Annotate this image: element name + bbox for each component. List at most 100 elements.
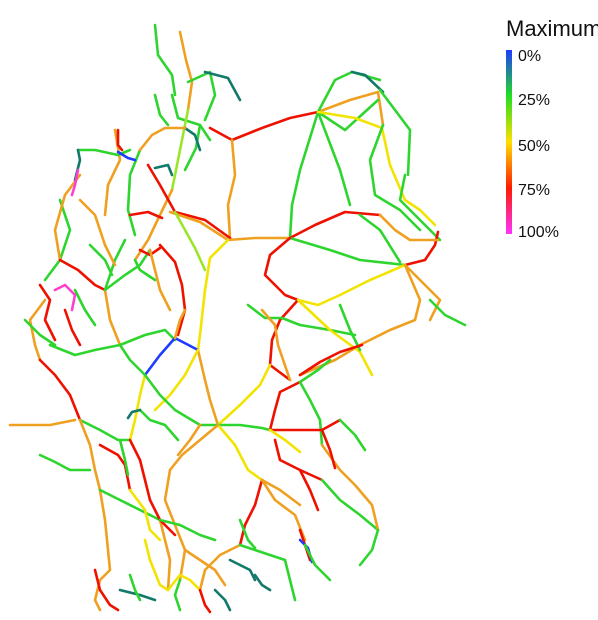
- network-edge: [168, 423, 220, 472]
- network-edge: [273, 438, 324, 482]
- network-edge: [288, 210, 382, 240]
- network-edge: [176, 423, 202, 457]
- network-edge: [116, 150, 137, 162]
- network-edge: [338, 303, 362, 352]
- network-edge: [350, 70, 385, 94]
- network-edge: [103, 238, 127, 292]
- network-edge: [298, 263, 422, 377]
- network-edge: [283, 558, 297, 602]
- network-edge: [128, 373, 147, 442]
- network-edge: [186, 70, 217, 122]
- network-edge: [38, 453, 92, 472]
- network-edge: [158, 518, 217, 542]
- network-edge: [378, 88, 412, 177]
- network-edge: [316, 110, 352, 207]
- network-edge: [196, 238, 230, 352]
- network-edge: [153, 23, 177, 97]
- network-edges: [8, 23, 467, 614]
- network-edge: [403, 198, 437, 227]
- network-edge: [216, 423, 272, 432]
- network-edge: [298, 343, 364, 377]
- network-edge: [116, 128, 124, 152]
- network-edge: [138, 126, 187, 152]
- network-edge: [48, 343, 122, 357]
- network-edge: [428, 298, 467, 327]
- network-edge: [170, 93, 212, 142]
- network-edge: [173, 308, 187, 340]
- network-edge: [28, 298, 47, 362]
- network-edge: [98, 488, 162, 522]
- network-edge: [298, 358, 332, 384]
- network-edge: [268, 380, 302, 432]
- network-edge: [103, 288, 122, 347]
- legend-tick-0: 0%: [518, 48, 542, 65]
- network-edge: [143, 538, 170, 592]
- network-edge: [93, 568, 120, 612]
- legend-tick-50: 50%: [518, 138, 551, 155]
- network-edge: [146, 163, 232, 240]
- network-edge: [338, 418, 367, 452]
- network-edge: [358, 213, 402, 264]
- network-edge: [153, 163, 174, 177]
- network-edge: [403, 263, 442, 322]
- network-edge: [93, 568, 112, 612]
- network-edge: [238, 543, 287, 562]
- network-edge: [183, 548, 227, 587]
- network-edge: [23, 318, 57, 347]
- network-edge: [126, 408, 142, 420]
- network-edge: [288, 110, 320, 240]
- network-edge: [320, 478, 380, 532]
- network-edge: [268, 418, 342, 432]
- network-edge: [153, 93, 170, 127]
- network-edge: [296, 263, 407, 307]
- network-edge: [98, 443, 132, 492]
- network-edge: [98, 488, 112, 572]
- legend-colorbar: [506, 50, 512, 234]
- legend-tick-75: 75%: [518, 182, 551, 199]
- network-edge: [128, 438, 152, 502]
- network-edge: [138, 408, 180, 442]
- legend-tick-25: 25%: [518, 92, 551, 109]
- network-edge: [216, 363, 272, 427]
- network-edge: [78, 198, 117, 267]
- network-edge: [198, 543, 242, 592]
- network-edge: [398, 173, 442, 242]
- network-edge: [368, 123, 422, 232]
- network-edge: [178, 30, 194, 112]
- network-edge: [153, 348, 200, 412]
- network-edge: [198, 588, 212, 614]
- network-edge: [253, 573, 272, 592]
- network-edge: [226, 138, 237, 240]
- network-edge: [128, 573, 142, 602]
- network-edge: [213, 588, 232, 612]
- network-edge: [53, 283, 77, 312]
- network-edge: [118, 588, 157, 602]
- network-edge: [203, 70, 242, 102]
- network-edge: [166, 573, 202, 592]
- network-edge: [158, 518, 172, 592]
- network-edge: [183, 126, 202, 152]
- network-edge: [70, 168, 80, 197]
- network-edge: [298, 380, 324, 447]
- network-edge: [63, 308, 82, 347]
- network-edge: [78, 418, 102, 492]
- network-edge: [118, 343, 147, 377]
- network-edge: [128, 488, 162, 542]
- network-edge: [260, 308, 292, 382]
- network-edge: [103, 248, 152, 292]
- network-edge: [268, 428, 302, 454]
- network-edge: [43, 198, 72, 282]
- network-edge: [358, 528, 380, 567]
- color-legend: Maximum 0% 25% 50% 75% 100%: [496, 10, 598, 250]
- network-edge: [238, 478, 264, 547]
- network-edge: [260, 478, 307, 542]
- network-edge: [316, 90, 385, 127]
- network-edge: [128, 210, 164, 220]
- network-edge: [76, 148, 132, 157]
- network-edge: [298, 468, 320, 512]
- network-edge: [133, 258, 157, 282]
- network-edge: [158, 243, 187, 337]
- network-edge: [316, 98, 380, 132]
- network-edge: [73, 288, 97, 327]
